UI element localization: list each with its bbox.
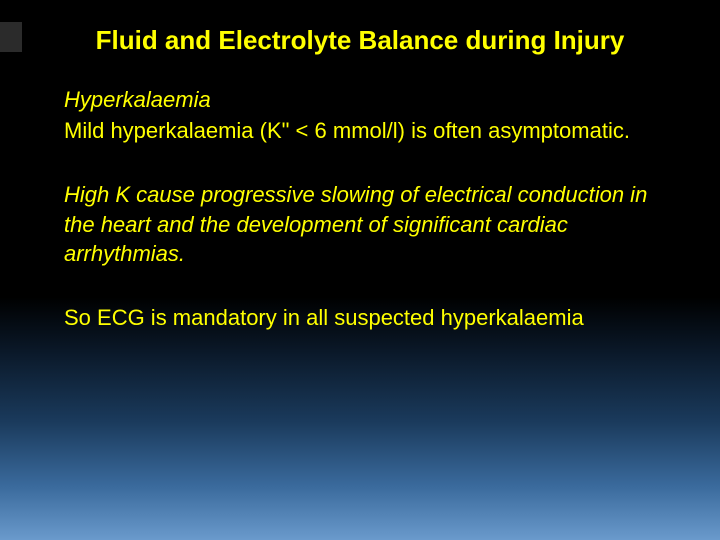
paragraph-3: So ECG is mandatory in all suspected hyp… — [60, 303, 660, 333]
slide: Fluid and Electrolyte Balance during Inj… — [0, 0, 720, 540]
paragraph-2: High K cause progressive slowing of elec… — [60, 180, 660, 269]
block-1: Hyperkalaemia Mild hyperkalaemia (K" < 6… — [60, 85, 660, 146]
paragraph-1: Mild hyperkalaemia (K" < 6 mmol/l) is of… — [60, 116, 660, 146]
sub-heading: Hyperkalaemia — [60, 85, 660, 115]
slide-title: Fluid and Electrolyte Balance during Inj… — [80, 24, 640, 57]
